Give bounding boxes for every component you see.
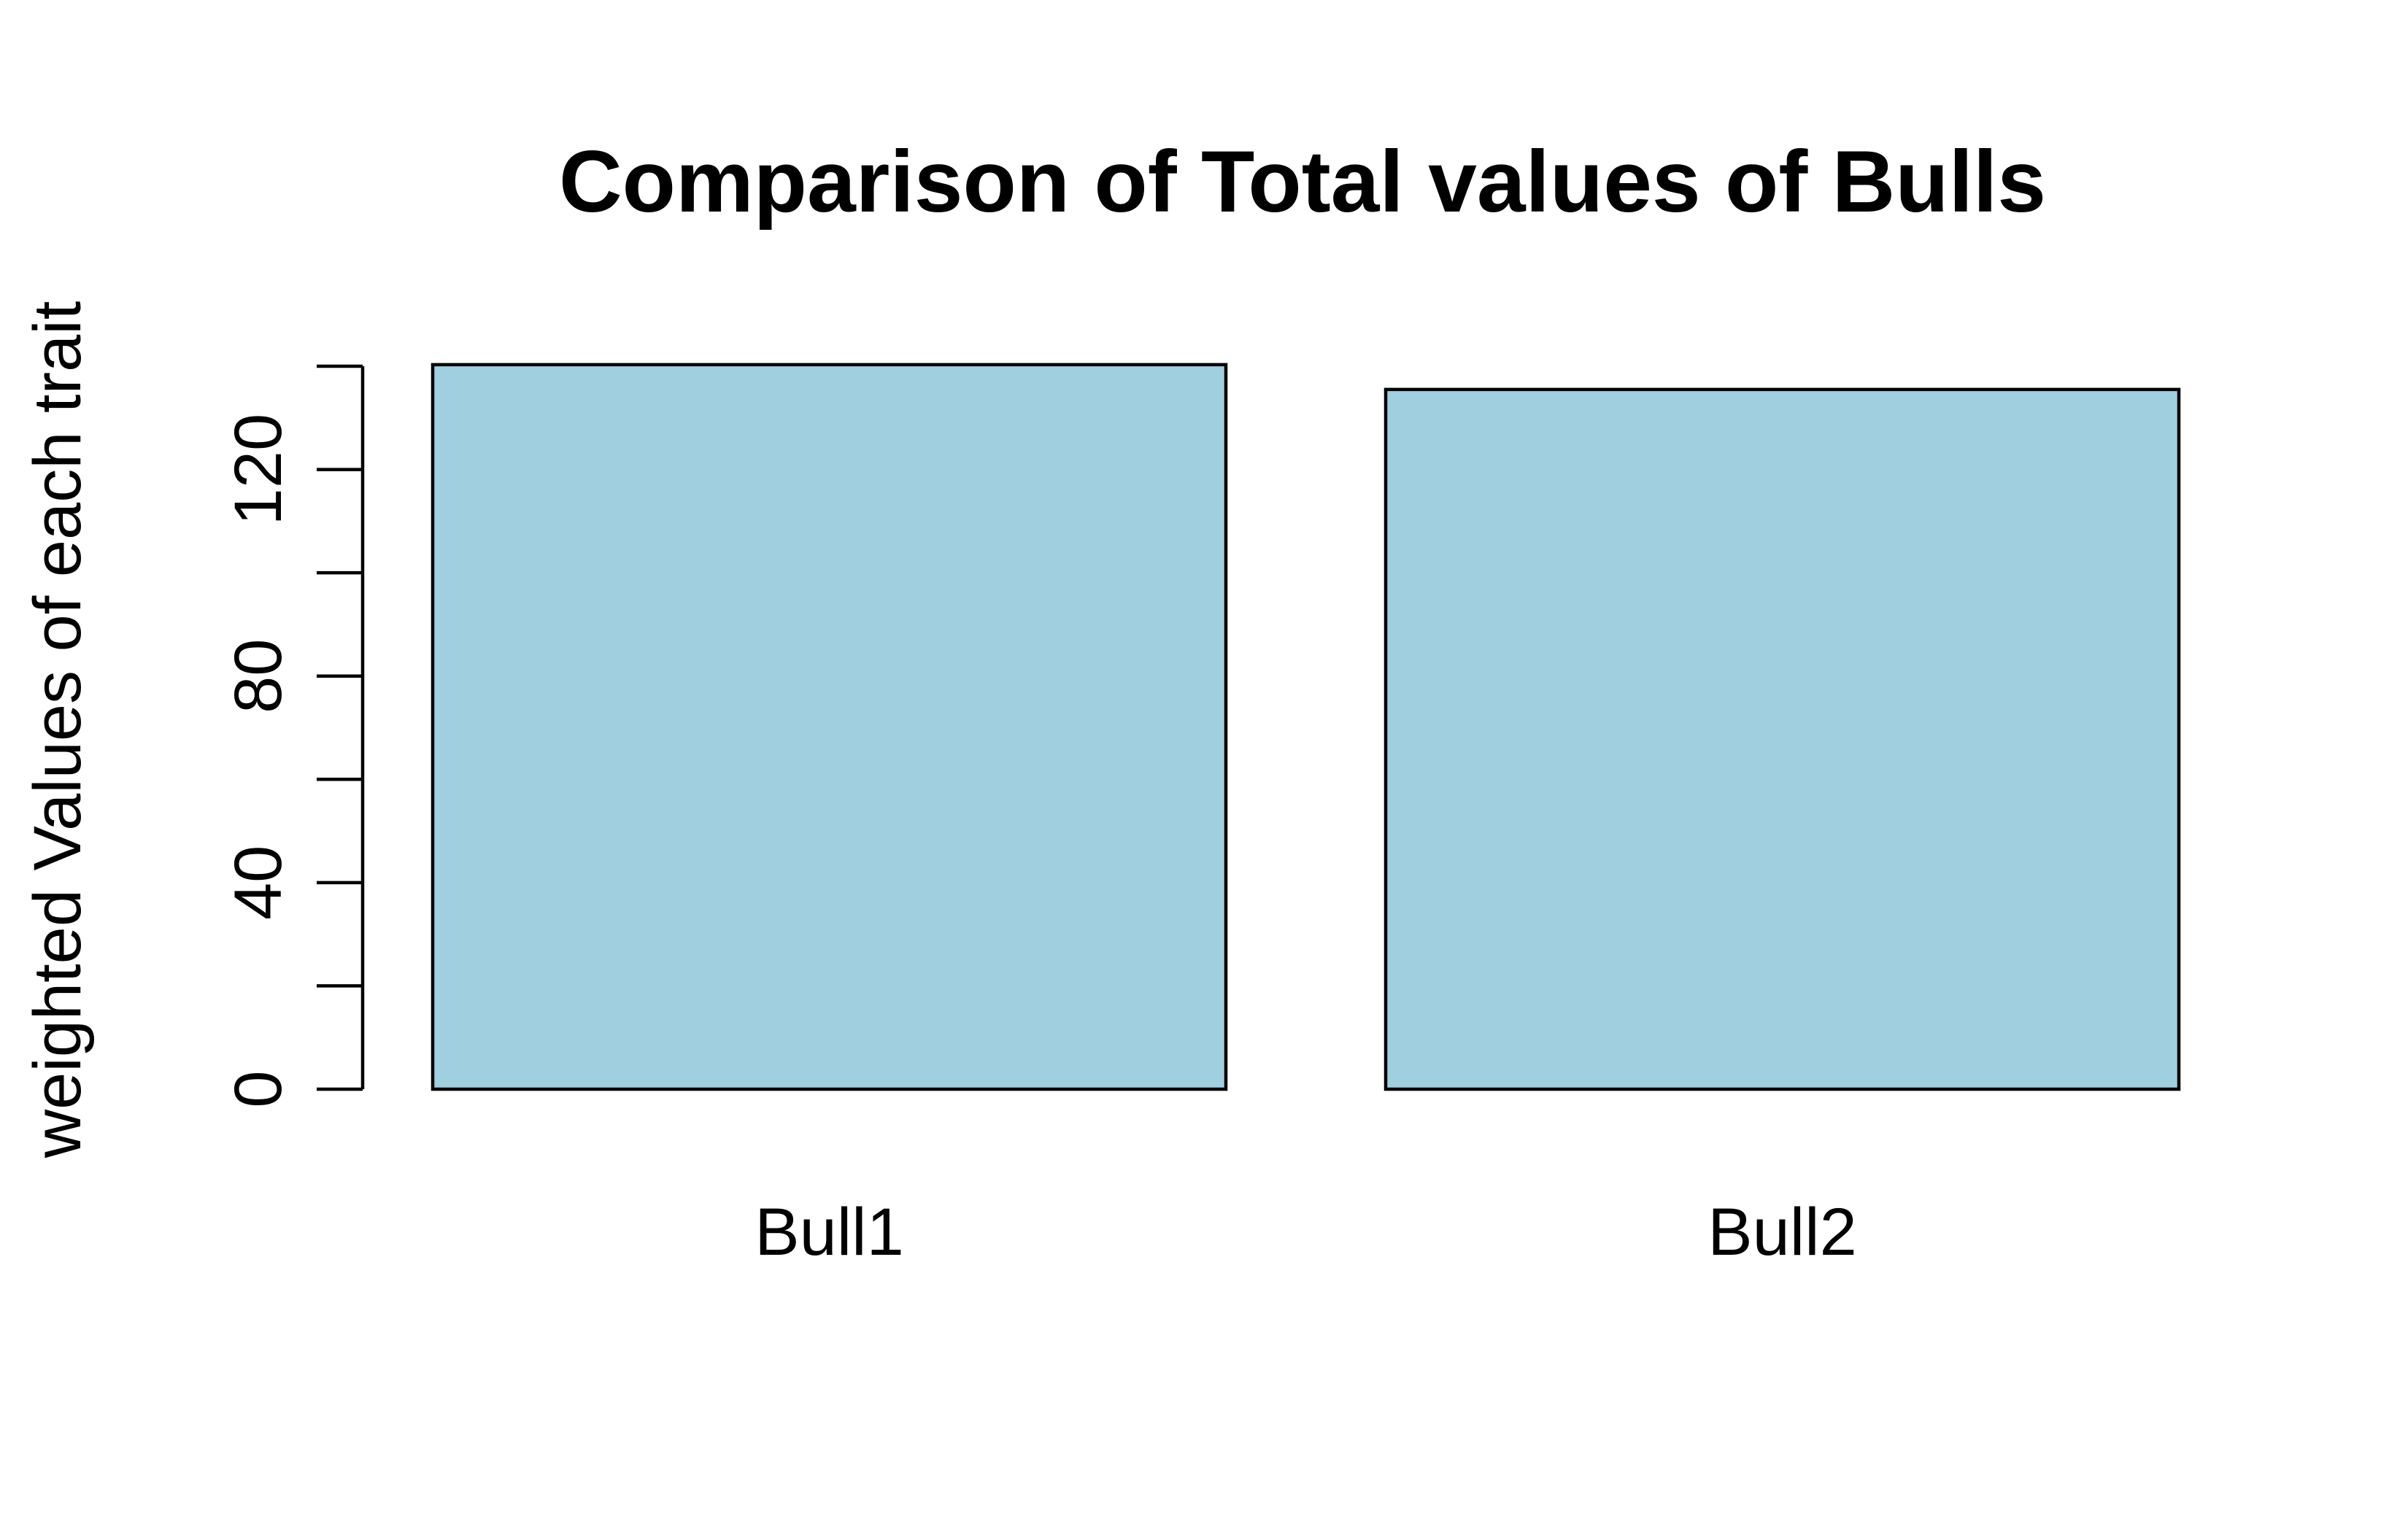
bar-bull2 xyxy=(1384,387,2181,1091)
y-tick-label: 80 xyxy=(221,639,296,713)
y-tick-label: 120 xyxy=(221,414,296,526)
chart-title: Comparison of Total values of Bulls xyxy=(559,133,2046,231)
bar-bull1 xyxy=(431,363,1228,1091)
y-axis-label: weighted Values of each trait xyxy=(20,301,95,1159)
x-axis-labels: Bull1 Bull2 xyxy=(755,1195,1857,1269)
y-tick-label: 40 xyxy=(221,846,296,920)
y-tick-label: 0 xyxy=(221,1070,296,1107)
bars-group xyxy=(431,363,2181,1091)
y-axis: 0 40 80 120 xyxy=(221,364,365,1108)
x-tick-label: Bull2 xyxy=(1707,1195,1857,1269)
x-tick-label: Bull1 xyxy=(755,1195,904,1269)
